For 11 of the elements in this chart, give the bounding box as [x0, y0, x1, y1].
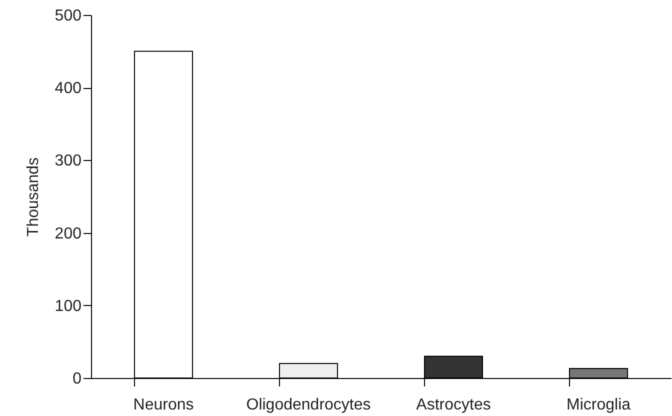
- x-tick-label: Oligodendrocytes: [246, 396, 371, 414]
- y-tick-label: 400: [54, 80, 82, 98]
- x-tick-label: Astrocytes: [416, 396, 491, 414]
- y-tick-label: 100: [54, 298, 82, 315]
- x-tick-label: Microglia: [566, 396, 631, 414]
- x-tick-label: Neurons: [133, 396, 194, 414]
- y-tick-label: 0: [72, 370, 82, 388]
- y-tick-label: 500: [54, 8, 82, 24]
- y-axis-title: Thousands: [24, 157, 42, 237]
- y-tick-label: 300: [54, 152, 82, 170]
- y-tick-label: 200: [54, 225, 82, 242]
